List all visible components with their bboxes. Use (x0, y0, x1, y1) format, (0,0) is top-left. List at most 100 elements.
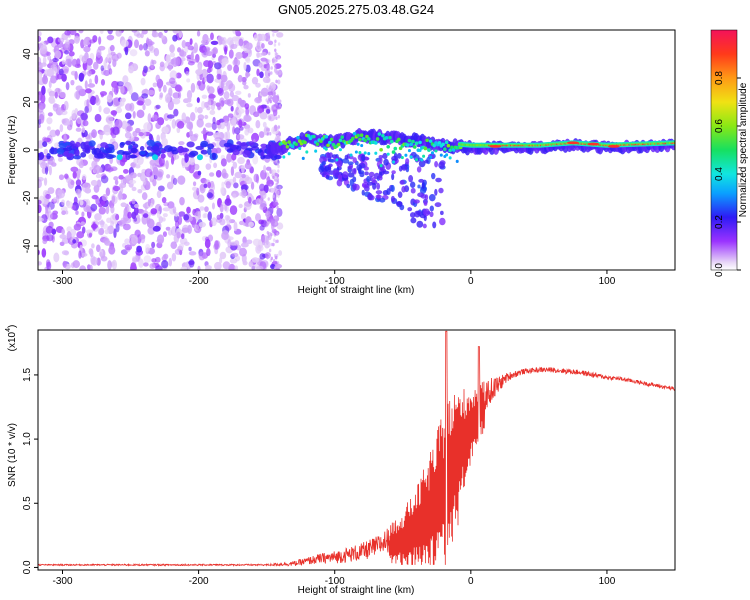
spectrogram-cell (232, 161, 238, 169)
spectrogram-cell (163, 113, 170, 121)
spectrogram-cell (122, 223, 131, 231)
spectrogram-cell (94, 113, 102, 123)
spectrogram-cell (251, 132, 260, 143)
snr-exponent-base: (x10 (7, 331, 18, 351)
spectrogram-cell (105, 204, 110, 215)
spectrogram-cell (91, 243, 95, 249)
spectrogram-cell (130, 92, 139, 102)
spectrogram-cell (237, 97, 243, 105)
spectrogram-cell (113, 228, 117, 239)
spectrogram-cell (118, 190, 123, 200)
spectrogram-cell (122, 75, 129, 84)
spectrogram-cell (277, 56, 281, 61)
spectrogram-cell (70, 166, 79, 173)
spectrogram-cell (223, 204, 228, 212)
spectrogram-cell (277, 125, 281, 129)
spectrogram-cell (124, 244, 133, 251)
spectrogram-cell (98, 227, 105, 236)
spectrogram-cell (170, 226, 178, 237)
spectrogram-cell (114, 179, 119, 186)
spectrogram-cell (276, 239, 279, 244)
spectrogram-cell (378, 175, 383, 181)
spectrogram-cell (92, 222, 97, 231)
spectrogram-cell (54, 129, 61, 136)
spectrogram-cell (105, 147, 113, 154)
spectrogram-cell (143, 88, 149, 93)
spectrogram-cell (128, 179, 137, 185)
spectrogram-cell (232, 176, 237, 183)
spectrogram-cell (352, 131, 357, 136)
spectrogram-cell (47, 54, 52, 61)
spectrogram-cell (210, 32, 214, 41)
spectrogram-cell (282, 155, 286, 159)
spectrogram-cell (198, 221, 206, 228)
spectrogram-cell (274, 53, 278, 58)
spectrogram-cell (438, 161, 445, 169)
spectrogram-cell (276, 180, 280, 184)
spectrogram-cell (211, 152, 217, 160)
spectrogram-cell (258, 131, 265, 139)
spectrogram-cell (262, 121, 267, 128)
spectrogram-cell (372, 176, 376, 184)
spectrogram-cell (42, 75, 49, 85)
spectrogram-cell (131, 135, 135, 141)
spectrogram-cell (141, 93, 149, 99)
spectrogram-cell (226, 148, 234, 153)
spectrogram-cell (375, 190, 383, 195)
spectrogram-cell (234, 171, 243, 179)
spectrogram-cell (200, 140, 209, 148)
spectrogram-cell (193, 42, 199, 53)
spectrogram-cell (265, 127, 269, 132)
spectrogram-cell (259, 111, 268, 120)
spectrogram-cell (131, 30, 138, 33)
spectrogram-cell (186, 122, 193, 130)
spectrogram-cell (390, 195, 395, 203)
spectrogram-cell (196, 187, 200, 196)
spectrogram-cell (190, 111, 196, 122)
spectrogram-cell (375, 137, 380, 141)
spectrogram-cell (83, 45, 91, 53)
spectrogram-cell (169, 44, 175, 53)
spectrogram-cell (259, 33, 267, 42)
spectrogram-cell (106, 217, 112, 224)
spectrogram-cell (428, 139, 433, 143)
spectrogram-cell (315, 142, 320, 146)
spectrogram-cell (425, 138, 429, 143)
spectrogram-cell (114, 119, 123, 129)
spectrogram-cell (138, 132, 144, 137)
spectrogram-cell (136, 109, 145, 119)
spectrogram-cell (428, 194, 436, 202)
spectrogram-cell (395, 201, 403, 206)
spectrogram-cell (269, 131, 272, 136)
spectrogram-cell (213, 132, 221, 139)
spectrogram-cell (221, 181, 225, 189)
spectrogram-cell (220, 100, 225, 107)
spectrogram-cell (186, 206, 191, 214)
spectrogram-cell (418, 159, 426, 168)
spectrogram-cell (233, 182, 239, 189)
spectrogram-cell (204, 238, 211, 249)
spectrogram-cell (356, 142, 360, 146)
spectrogram-cell (274, 48, 277, 53)
snr-exponent-close: ) (7, 325, 18, 328)
spectrogram-cell (420, 158, 424, 162)
spectrogram-cell (422, 154, 426, 158)
spectrogram-cell (204, 37, 212, 43)
spectrogram-cell (247, 127, 254, 134)
spectrogram-cell (38, 153, 41, 158)
spectrogram-cell (93, 184, 100, 193)
spectrogram-cell (238, 119, 243, 128)
spectrogram-cell (190, 51, 194, 61)
spectrogram-cell (397, 137, 401, 142)
spectrogram-cell (359, 172, 365, 178)
spectrogram-cell (248, 196, 252, 204)
spectrogram-cell (262, 76, 271, 84)
spectrogram-cell (38, 140, 44, 149)
spectrogram-cell (206, 73, 214, 84)
spectrogram-cell (331, 142, 336, 147)
spectrogram-cell (123, 168, 129, 174)
spectrogram-cell (81, 226, 86, 234)
spectrogram-cell (243, 61, 247, 71)
spectrogram-cell (260, 143, 268, 148)
spectrogram-cell (84, 105, 89, 114)
